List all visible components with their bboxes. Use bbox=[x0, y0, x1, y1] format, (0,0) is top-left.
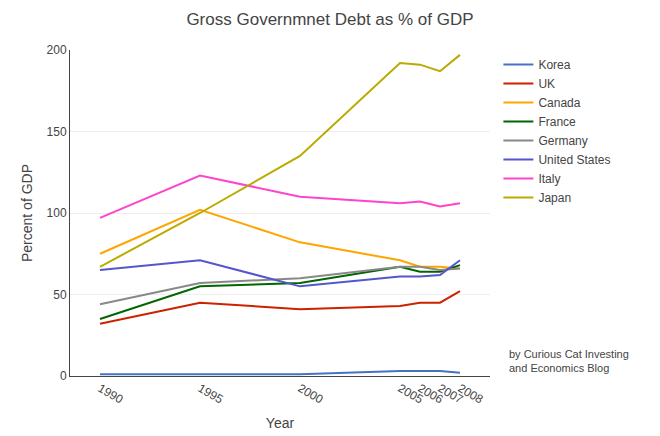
svg-text:United States: United States bbox=[538, 153, 610, 167]
svg-text:2008: 2008 bbox=[456, 381, 486, 407]
svg-text:150: 150 bbox=[47, 125, 67, 139]
svg-text:0: 0 bbox=[60, 369, 67, 383]
svg-text:Canada: Canada bbox=[538, 96, 580, 110]
svg-text:50: 50 bbox=[53, 288, 67, 302]
svg-text:1995: 1995 bbox=[196, 381, 226, 407]
svg-text:Japan: Japan bbox=[538, 191, 571, 205]
svg-text:UK: UK bbox=[538, 77, 555, 91]
svg-text:Germany: Germany bbox=[538, 134, 587, 148]
svg-text:100: 100 bbox=[47, 206, 67, 220]
svg-text:1990: 1990 bbox=[96, 381, 126, 407]
svg-text:by Curious Cat Investingand Ec: by Curious Cat Investingand Economics Bl… bbox=[509, 348, 629, 374]
svg-text:Korea: Korea bbox=[538, 58, 570, 72]
svg-text:Gross Governmnet Debt as % of: Gross Governmnet Debt as % of GDP bbox=[186, 10, 473, 29]
svg-text:Year: Year bbox=[266, 415, 295, 431]
svg-text:2000: 2000 bbox=[296, 381, 326, 407]
svg-text:200: 200 bbox=[47, 43, 67, 57]
svg-text:2007: 2007 bbox=[436, 381, 466, 407]
svg-text:Italy: Italy bbox=[538, 172, 560, 186]
svg-text:2006: 2006 bbox=[416, 381, 446, 407]
svg-text:France: France bbox=[538, 115, 576, 129]
svg-text:2005: 2005 bbox=[396, 381, 426, 407]
svg-text:Percent of GDP: Percent of GDP bbox=[19, 164, 35, 262]
